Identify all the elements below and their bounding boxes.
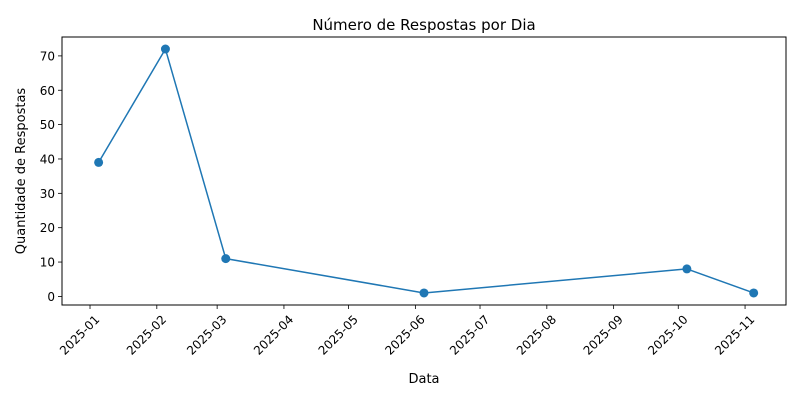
data-point (160, 44, 170, 54)
plot-area (61, 36, 787, 306)
y-tick-label: 70 (40, 49, 55, 63)
data-point (419, 288, 429, 298)
x-tick-label: 2025-05 (316, 312, 361, 357)
x-tick-label: 2025-11 (712, 312, 757, 357)
data-point (749, 288, 759, 298)
x-tick-label: 2025-04 (251, 312, 296, 357)
data-point (221, 254, 231, 264)
y-tick-label: 0 (47, 290, 55, 304)
data-point (94, 157, 104, 167)
series-line (97, 48, 754, 294)
x-tick-label: 2025-07 (447, 312, 492, 357)
x-tick-label: 2025-06 (382, 312, 427, 357)
x-tick-label: 2025-03 (184, 312, 229, 357)
x-axis-label: Data (408, 372, 439, 387)
x-tick-label: 2025-01 (57, 312, 102, 357)
y-tick-label: 50 (40, 118, 55, 132)
data-point (682, 264, 692, 274)
y-axis-label: Quantidade de Respostas (14, 88, 29, 255)
x-axis: 2025-01 2025-02 2025-03 2025-04 2025-05 2025-… (57, 305, 757, 358)
x-tick-label: 2025-02 (124, 312, 169, 357)
y-axis: 0 10 20 30 40 50 60 70 (40, 49, 62, 304)
y-tick-label: 20 (40, 221, 55, 235)
x-tick-label: 2025-09 (581, 312, 626, 357)
y-tick-label: 60 (40, 84, 55, 98)
x-tick-label: 2025-10 (645, 312, 690, 357)
x-tick-label: 2025-08 (514, 312, 559, 357)
series-layer (94, 44, 759, 298)
y-tick-label: 30 (40, 187, 55, 201)
chart-title: Número de Respostas por Dia (312, 16, 535, 34)
y-tick-label: 10 (40, 256, 55, 270)
y-tick-label: 40 (40, 152, 55, 166)
